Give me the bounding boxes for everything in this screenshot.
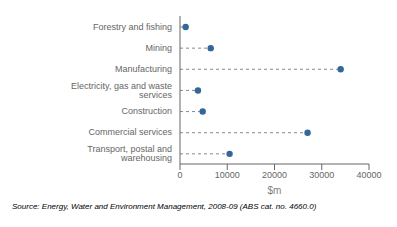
svg-text:Construction: Construction [121, 106, 172, 116]
svg-text:10000: 10000 [215, 170, 240, 180]
html-text:Source: Energy, Water and Envi: Source: Energy, Water and Environment Ma… [12, 202, 317, 211]
svg-text:$m: $m [268, 185, 282, 196]
svg-text:Mining: Mining [145, 43, 172, 53]
svg-text:40000: 40000 [356, 170, 381, 180]
svg-text:Commercial services: Commercial services [88, 127, 172, 137]
svg-text:Forestry and fishing: Forestry and fishing [93, 22, 172, 32]
svg-text:Manufacturing: Manufacturing [115, 64, 172, 74]
svg-text:Electricity, gas and wasteserv: Electricity, gas and wasteservices [71, 81, 172, 100]
svg-text:0: 0 [177, 170, 182, 180]
svg-text:30000: 30000 [309, 170, 334, 180]
svg-text:20000: 20000 [262, 170, 287, 180]
svg-text:Transport, postal andwarehousi: Transport, postal andwarehousing [87, 144, 172, 163]
